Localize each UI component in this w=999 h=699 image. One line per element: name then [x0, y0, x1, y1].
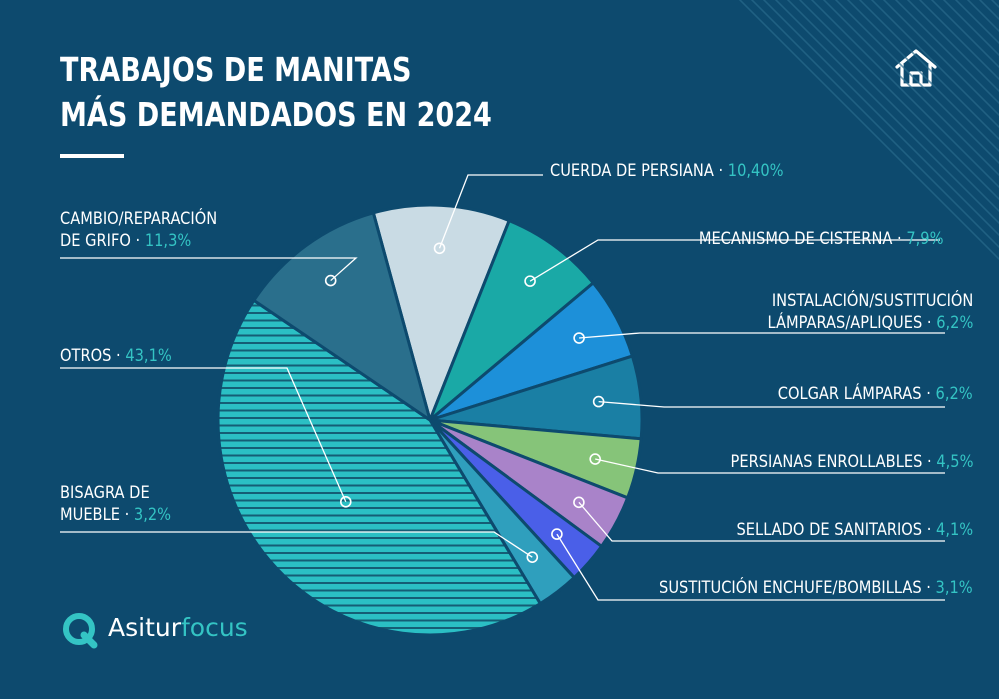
leader-dot-0: [433, 242, 446, 255]
leader-dot-2: [573, 332, 585, 344]
page-title-line-2: MÁS DEMANDADOS EN 2024: [60, 95, 492, 134]
slice-label-line-2: MUEBLE: [60, 505, 120, 525]
brand-name-secondary: focus: [181, 613, 248, 642]
leader-dot-4: [589, 453, 601, 465]
title-underline: [60, 154, 124, 158]
label-cambio-grifo: CAMBIO/REPARACIÓN DE GRIFO · 11,3%: [60, 209, 218, 251]
label-cuerda-persiana: CUERDA DE PERSIANA · 10,40%: [550, 161, 784, 181]
leader-dot-5: [573, 496, 585, 509]
pie-slices: [216, 203, 644, 637]
label-otros: OTROS · 43,1%: [60, 346, 172, 366]
slice-percent: 6,2%: [935, 384, 973, 404]
label-mecanismo-cisterna: MECANISMO DE CISTERNA · 7,9%: [698, 229, 943, 249]
pie-slice-9: [251, 210, 433, 424]
label-sellado-sanitarios: SELLADO DE SANITARIOS · 4,1%: [736, 520, 973, 540]
leader-dot-7: [526, 551, 539, 563]
leader-dot-8: [339, 495, 352, 508]
leader-line-5: [578, 501, 945, 542]
pie-slice-0: [371, 203, 512, 425]
slice-label: SELLADO DE SANITARIOS: [736, 520, 922, 540]
leader-line-0: [438, 174, 543, 249]
slice-label: CUERDA DE PERSIANA: [550, 161, 715, 181]
pie-slice-1: [428, 218, 596, 422]
slice-percent: 4,5%: [935, 452, 973, 472]
slice-label: COLGAR LÁMPARAS: [778, 384, 922, 404]
leader-dot-3: [592, 395, 605, 408]
slice-label-line-1: BISAGRA DE: [60, 483, 150, 503]
pie-slice-8: [216, 298, 543, 637]
leader-line-3: [598, 400, 945, 408]
label-bisagra-mueble: BISAGRA DE MUEBLE · 3,2%: [60, 483, 172, 525]
label-instalacion-lamparas: INSTALACIÓN/SUSTITUCIÓN LÁMPARAS/APLIQUE…: [767, 291, 973, 333]
leader-dot-6: [551, 528, 563, 540]
label-colgar-lamparas: COLGAR LÁMPARAS · 6,2%: [778, 384, 973, 404]
leader-dot-9: [324, 274, 337, 287]
slice-label: MECANISMO DE CISTERNA: [698, 229, 892, 249]
slice-label: SUSTITUCIÓN ENCHUFE/BOMBILLAS: [659, 578, 922, 598]
leader-line-1: [529, 239, 940, 282]
slice-label-line-2: DE GRIFO: [60, 231, 131, 251]
slice-label-line-1: CAMBIO/REPARACIÓN: [60, 209, 218, 229]
label-persianas-enrollables: PERSIANAS ENROLLABLES · 4,5%: [730, 452, 973, 472]
slice-percent: 7,9%: [905, 229, 943, 249]
slice-percent: 10,40%: [728, 161, 784, 181]
slice-percent: 3,1%: [935, 578, 973, 598]
leader-line-6: [556, 533, 945, 601]
leader-line-4: [595, 458, 945, 474]
slice-percent: 6,2%: [935, 313, 973, 333]
leader-line-2: [579, 332, 945, 339]
slice-percent: 11,3%: [144, 231, 192, 251]
slice-label-line-1: INSTALACIÓN/SUSTITUCIÓN: [771, 291, 973, 311]
leader-line-7: [60, 531, 533, 558]
slice-percent: 43,1%: [125, 346, 172, 366]
slice-label: PERSIANAS ENROLLABLES: [730, 452, 922, 472]
leader-dot-1: [524, 275, 536, 287]
slice-label-line-2: LÁMPARAS/APLIQUES: [767, 313, 922, 333]
leader-lines: [60, 174, 945, 601]
slice-percent: 4,1%: [935, 520, 973, 540]
brand-name-primary: Asitur: [108, 613, 181, 642]
slice-label: OTROS: [60, 346, 112, 366]
asitur-logo-icon: [63, 613, 98, 649]
leader-line-9: [60, 257, 358, 282]
slice-percent: 3,2%: [133, 505, 172, 525]
leader-line-8: [60, 367, 347, 503]
page-title-line-1: TRABAJOS DE MANITAS: [60, 50, 412, 89]
brand-name: Asiturfocus: [108, 613, 248, 642]
label-sustitucion-enchufe: SUSTITUCIÓN ENCHUFE/BOMBILLAS · 3,1%: [659, 578, 973, 598]
